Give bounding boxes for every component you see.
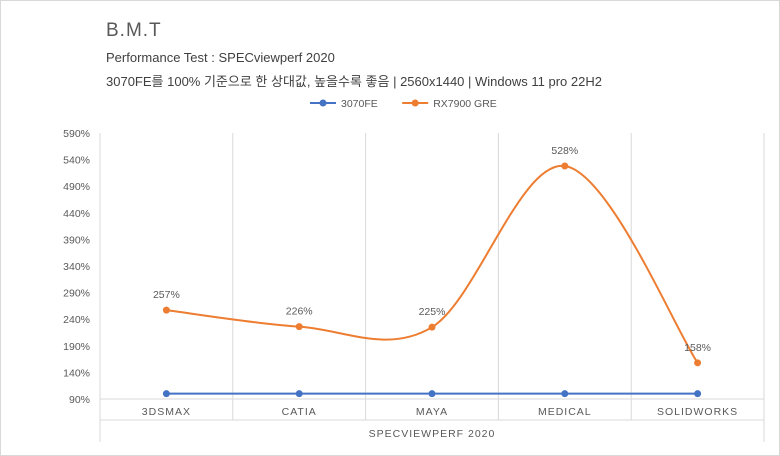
series-layer	[162, 162, 702, 398]
data-label: 226%	[286, 306, 313, 318]
data-label: 528%	[551, 145, 578, 157]
data-label: 158%	[684, 342, 711, 354]
chart-title: B.M.T	[106, 20, 162, 41]
data-point	[295, 323, 303, 331]
x-category-label: MAYA	[416, 406, 448, 418]
chart-subtitle-1: Performance Test : SPECviewperf 2020	[106, 50, 335, 65]
data-point	[561, 390, 569, 398]
gridlines	[99, 133, 765, 442]
data-point	[561, 162, 569, 170]
x-axis-title: SPECVIEWPERF 2020	[369, 428, 496, 440]
chart-subtitle-2: 3070FE를 100% 기준으로 한 상대값, 높을수록 좋음 | 2560x…	[106, 74, 602, 89]
data-point	[694, 359, 702, 367]
data-point	[694, 390, 702, 398]
x-axis-categories: 3DSMAX CATIA MAYA MEDICAL SOLIDWORKS	[142, 406, 738, 418]
data-labels: 257% 226% 225% 528% 158%	[153, 145, 711, 354]
y-tick-label: 540%	[63, 155, 90, 167]
y-tick-label: 90%	[69, 394, 90, 406]
y-tick-label: 140%	[63, 367, 90, 379]
y-tick-label: 440%	[63, 208, 90, 220]
data-point	[428, 323, 436, 331]
y-tick-label: 240%	[63, 314, 90, 326]
data-label: 225%	[419, 306, 446, 318]
y-axis-ticks: 590% 540% 490% 440% 390% 340% 290% 240% 190% 140%…	[63, 128, 90, 406]
legend: 3070FE RX7900 GRE	[310, 98, 497, 110]
legend-swatch-marker	[411, 99, 419, 107]
legend-label: 3070FE	[341, 98, 378, 110]
data-label: 257%	[153, 289, 180, 301]
x-category-label: 3DSMAX	[142, 406, 191, 418]
y-tick-label: 290%	[63, 288, 90, 300]
x-category-label: CATIA	[282, 406, 317, 418]
y-tick-label: 490%	[63, 181, 90, 193]
x-category-label: SOLIDWORKS	[657, 406, 738, 418]
data-point	[162, 390, 170, 398]
legend-swatch-marker	[319, 99, 327, 107]
y-tick-label: 190%	[63, 341, 90, 353]
y-tick-label: 590%	[63, 128, 90, 140]
legend-label: RX7900 GRE	[433, 98, 497, 110]
series-line	[166, 164, 699, 364]
y-tick-label: 340%	[63, 261, 90, 273]
data-point	[295, 390, 303, 398]
data-point	[162, 306, 170, 314]
x-category-label: MEDICAL	[538, 406, 592, 418]
y-tick-label: 390%	[63, 234, 90, 246]
data-point	[428, 390, 436, 398]
